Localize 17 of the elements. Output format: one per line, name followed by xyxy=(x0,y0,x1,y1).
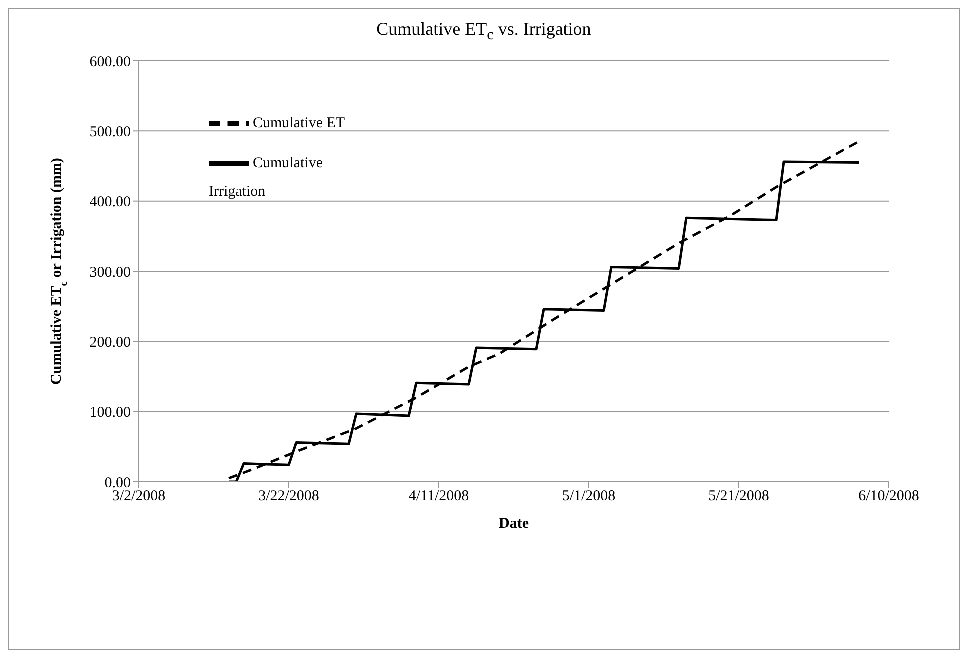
y-tick-label: 100.00 xyxy=(90,405,131,422)
y-tick-label: 0.00 xyxy=(104,475,131,492)
x-axis-title: Date xyxy=(499,516,530,532)
y-tick-label: 500.00 xyxy=(90,124,131,140)
x-tick-label: 6/10/2008 xyxy=(858,488,920,505)
chart-title: Cumulative ET$_{c}$ vs. Irrigation xyxy=(376,19,592,45)
x-tick-label: 5/1/2008 xyxy=(562,488,616,505)
x-tick-label: 5/21/2008 xyxy=(708,488,770,505)
y-tick-label: 400.00 xyxy=(90,194,131,211)
y-tick-label: 300.00 xyxy=(90,264,131,281)
y-tick-label: 200.00 xyxy=(90,334,131,351)
x-tick-label: 3/2/2008 xyxy=(112,488,166,505)
legend-label: Cumulative Irrigation xyxy=(209,155,323,200)
y-tick-label: 600.00 xyxy=(90,54,131,70)
legend-label: Cumulative ET xyxy=(253,115,346,132)
x-tick-label: 3/22/2008 xyxy=(258,488,320,505)
x-tick-label: 4/11/2008 xyxy=(408,488,470,505)
